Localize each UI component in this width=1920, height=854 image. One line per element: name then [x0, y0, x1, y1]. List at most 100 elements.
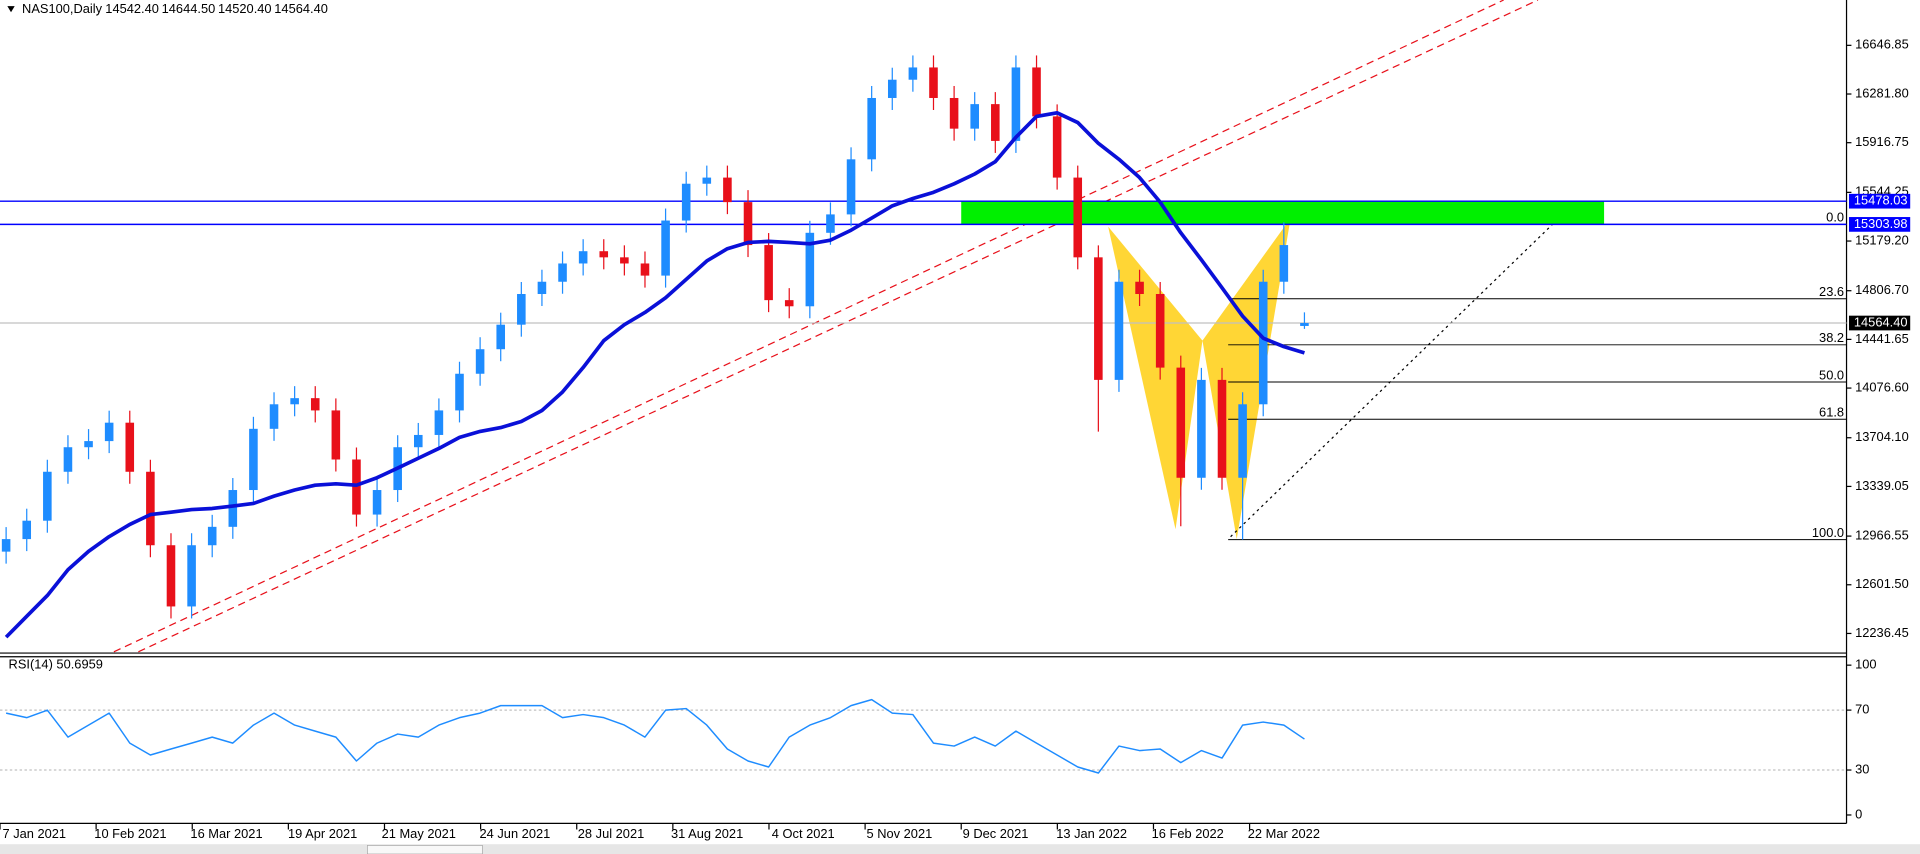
- candle-body: [331, 410, 341, 460]
- candle-body: [1094, 257, 1103, 380]
- ohlc-low: 14520.40: [218, 1, 272, 16]
- fib-label: 38.2: [1819, 330, 1844, 345]
- candle-body: [84, 441, 93, 448]
- candle-body: [578, 251, 588, 264]
- x-tick-label: 28 Jul 2021: [578, 826, 644, 841]
- candle-body: [558, 263, 567, 282]
- tab-bar: [0, 844, 1920, 854]
- candle-body: [1155, 294, 1165, 368]
- level-label-box: [1848, 193, 1911, 209]
- candle-body: [1238, 404, 1247, 478]
- x-tick-label: 31 Aug 2021: [671, 826, 743, 841]
- channel-line: [138, 0, 1539, 653]
- candle-body: [887, 79, 897, 98]
- candle-body: [414, 434, 423, 448]
- x-tick-label: 4 Oct 2021: [772, 826, 835, 841]
- y-tick-label: 13339.05: [1855, 478, 1909, 493]
- candle-body: [1114, 281, 1124, 380]
- moving-average: [4, 111, 1305, 639]
- candle-body: [764, 245, 773, 301]
- y-tick-label: 13704.10: [1855, 429, 1909, 444]
- candle-body: [681, 183, 691, 221]
- y-tick-label: 16646.85: [1855, 37, 1909, 52]
- y-tick-label: 14441.65: [1855, 331, 1909, 346]
- x-tick-label: 13 Jan 2022: [1056, 826, 1127, 841]
- candle-body: [104, 422, 114, 442]
- current-price-box: [1848, 315, 1911, 331]
- x-tick-label: 16 Mar 2021: [190, 826, 262, 841]
- candle-body: [1217, 379, 1227, 478]
- candle-body: [125, 422, 135, 472]
- y-tick-label: 14806.70: [1855, 282, 1909, 297]
- candle-body: [187, 545, 196, 607]
- candle-body: [723, 177, 732, 203]
- projection-line: [1230, 223, 1554, 538]
- candle-body: [991, 104, 1000, 141]
- candle-body: [228, 490, 238, 527]
- rsi-label: RSI(14) 50.6959: [9, 657, 103, 672]
- x-tick-label: 21 May 2021: [382, 826, 456, 841]
- candle-body: [640, 263, 650, 276]
- candle-body: [702, 177, 712, 184]
- candle-body: [867, 97, 876, 160]
- rsi-tick-label: 0: [1855, 806, 1862, 821]
- candle-body: [743, 202, 753, 246]
- candle-body: [1052, 116, 1062, 178]
- rsi-tick-label: 100: [1855, 657, 1876, 672]
- level-label: 15303.98: [1854, 216, 1908, 231]
- x-tick-label: 19 Apr 2021: [288, 826, 357, 841]
- candle-body: [1279, 245, 1289, 282]
- candle-body: [146, 471, 155, 546]
- y-tick-label: 12236.45: [1855, 625, 1909, 640]
- x-tick-label: 9 Dec 2021: [963, 826, 1029, 841]
- candle-body: [434, 410, 444, 435]
- x-tick-label: 24 Jun 2021: [480, 826, 551, 841]
- candle-body: [929, 67, 938, 98]
- y-tick-label: 16281.80: [1855, 85, 1909, 100]
- candle-body: [784, 300, 794, 307]
- candle-body: [620, 257, 629, 264]
- x-tick-label: 10 Feb 2021: [94, 826, 166, 841]
- candle-body: [517, 294, 526, 325]
- y-tick-label: 15916.75: [1855, 134, 1909, 149]
- rsi-tick-label: 70: [1855, 701, 1869, 716]
- fib-label: 100.0: [1812, 525, 1844, 540]
- candle-body: [1, 539, 11, 552]
- candle-body: [1011, 67, 1021, 141]
- ohlc-open: 14542.40: [105, 1, 159, 16]
- x-tick-label: 22 Mar 2022: [1248, 826, 1320, 841]
- y-tick-label: 12966.55: [1855, 527, 1909, 542]
- candle-body: [207, 526, 217, 546]
- channel-line: [113, 0, 1504, 653]
- candle-body: [22, 520, 32, 540]
- candle-body: [1258, 281, 1268, 405]
- candle-body: [1300, 323, 1309, 326]
- candle-body: [310, 398, 320, 411]
- candle-body: [290, 398, 299, 405]
- candle-body: [805, 232, 815, 307]
- fib-label: 0.0: [1826, 210, 1844, 225]
- candle-body: [372, 490, 382, 515]
- candle-body: [496, 324, 506, 350]
- ohlc-close: 14564.40: [274, 1, 328, 16]
- candle-body: [166, 545, 176, 607]
- candle-body: [826, 214, 835, 233]
- y-tick-label: 15179.20: [1855, 232, 1909, 247]
- candle-body: [970, 104, 979, 129]
- candle-body: [1073, 177, 1083, 258]
- menu-arrow[interactable]: [7, 6, 15, 13]
- candle-body: [43, 471, 52, 521]
- tab[interactable]: [367, 845, 483, 854]
- candle-body: [475, 349, 485, 374]
- symbol-label: NAS100,Daily: [22, 1, 103, 16]
- fib-label: 61.8: [1819, 404, 1844, 419]
- x-tick-label: 16 Feb 2022: [1152, 826, 1224, 841]
- y-tick-label: 14076.60: [1855, 379, 1909, 394]
- rsi-tick-label: 30: [1855, 761, 1869, 776]
- level-label-box: [1848, 217, 1911, 232]
- candle-body: [661, 220, 670, 276]
- current-price-label: 14564.40: [1854, 314, 1908, 329]
- ohlc-high: 14644.50: [162, 1, 216, 16]
